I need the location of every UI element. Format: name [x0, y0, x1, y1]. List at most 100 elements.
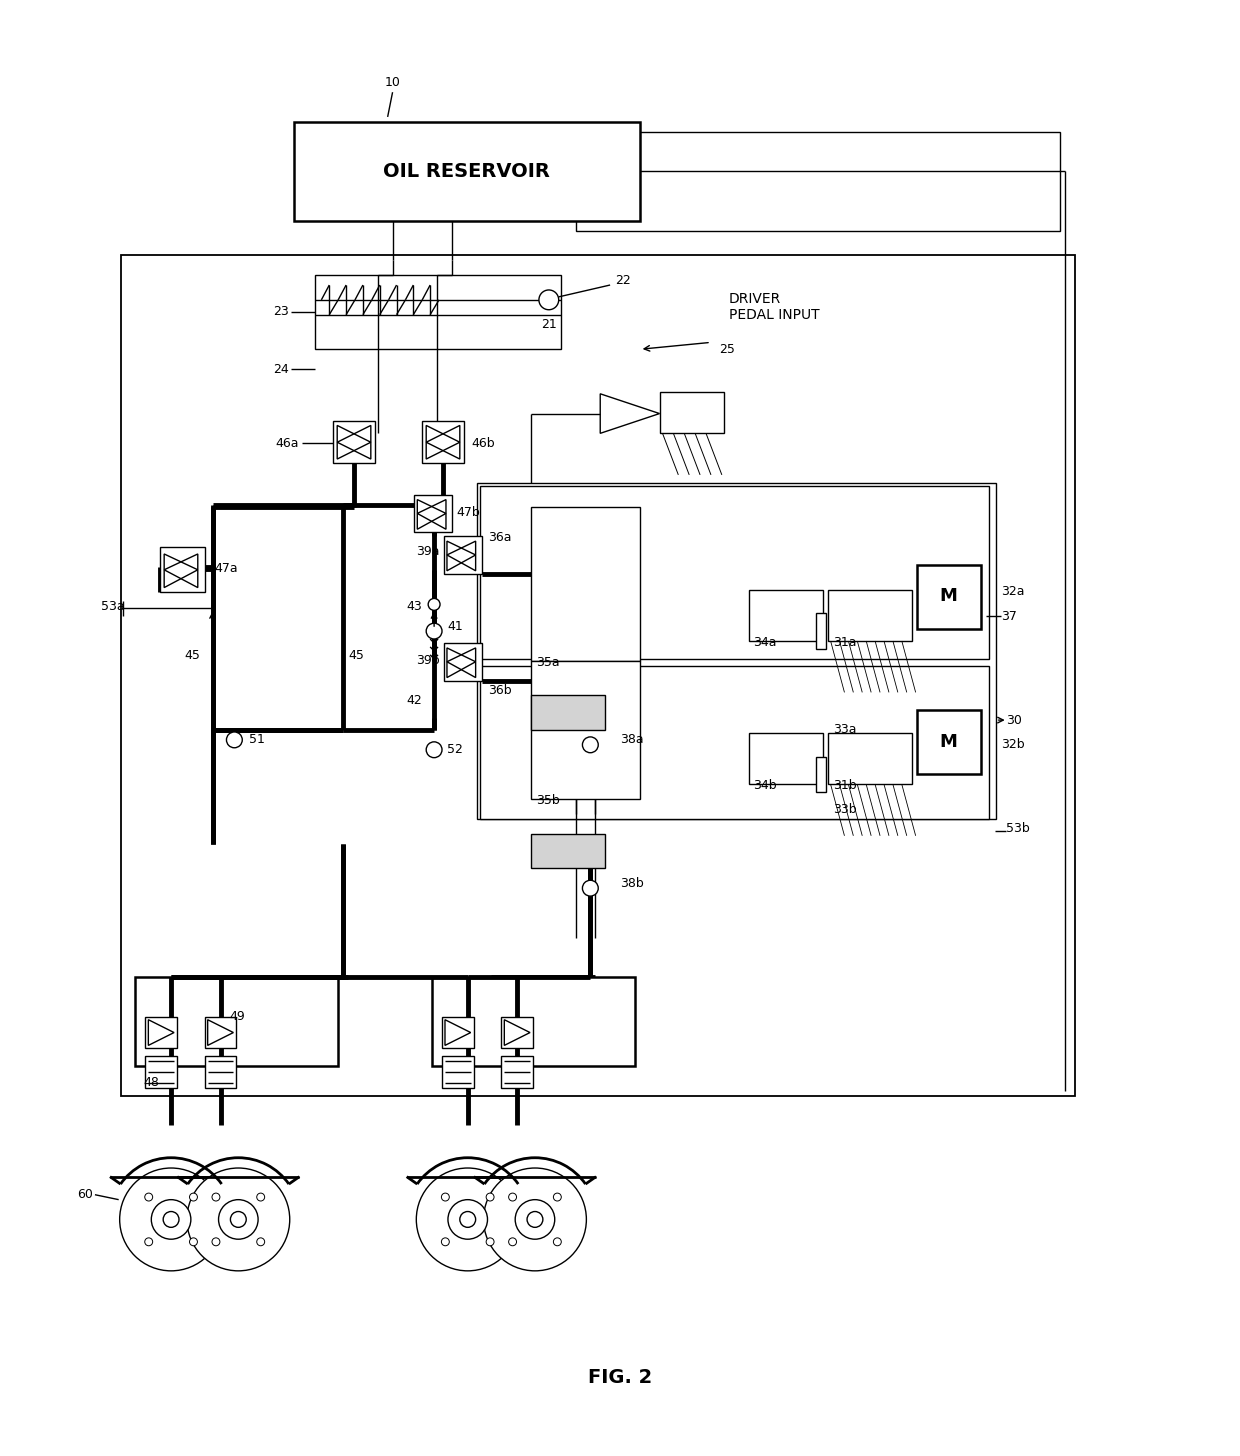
Bar: [441, 1056, 474, 1088]
Bar: [827, 732, 911, 785]
Text: 35a: 35a: [536, 655, 559, 668]
Bar: [531, 696, 605, 729]
Circle shape: [417, 1168, 520, 1271]
Circle shape: [486, 1238, 494, 1246]
Circle shape: [164, 1211, 179, 1227]
Text: 45: 45: [348, 649, 365, 662]
Text: 42: 42: [407, 695, 423, 706]
Circle shape: [257, 1192, 264, 1201]
Text: DRIVER
PEDAL INPUT: DRIVER PEDAL INPUT: [729, 291, 820, 322]
Text: FIG. 2: FIG. 2: [588, 1369, 652, 1388]
Bar: [575, 131, 1060, 230]
Bar: [444, 536, 481, 574]
Text: 32a: 32a: [1001, 585, 1024, 598]
Bar: [916, 711, 981, 775]
Text: 31b: 31b: [832, 779, 856, 792]
Circle shape: [187, 1168, 290, 1271]
Text: 49: 49: [229, 1010, 246, 1024]
Bar: [501, 1016, 533, 1048]
Text: 41: 41: [446, 620, 463, 633]
Circle shape: [486, 1192, 494, 1201]
Circle shape: [218, 1200, 258, 1239]
Circle shape: [553, 1238, 562, 1246]
Text: 39a: 39a: [417, 546, 440, 559]
Text: 46a: 46a: [275, 437, 299, 450]
Text: M: M: [940, 587, 957, 606]
Bar: [205, 1056, 237, 1088]
Bar: [145, 1016, 177, 1048]
Text: 38b: 38b: [620, 877, 644, 890]
Circle shape: [151, 1200, 191, 1239]
Bar: [145, 1056, 177, 1088]
Bar: [432, 977, 635, 1066]
Bar: [531, 834, 605, 868]
Bar: [160, 547, 205, 591]
Circle shape: [553, 1192, 562, 1201]
Bar: [120, 255, 1075, 1096]
Text: 37: 37: [1001, 610, 1017, 623]
Bar: [916, 565, 981, 629]
Text: 38a: 38a: [620, 734, 644, 747]
Text: 22: 22: [615, 274, 631, 287]
Text: 10: 10: [384, 76, 401, 89]
Circle shape: [145, 1238, 153, 1246]
Circle shape: [231, 1211, 247, 1227]
Text: 25: 25: [719, 342, 735, 355]
Text: 23: 23: [273, 306, 289, 319]
Circle shape: [212, 1238, 219, 1246]
Circle shape: [427, 623, 441, 639]
Text: 35b: 35b: [536, 795, 559, 807]
Circle shape: [428, 598, 440, 610]
Circle shape: [583, 737, 598, 753]
Text: 48: 48: [144, 1076, 159, 1089]
Circle shape: [257, 1238, 264, 1246]
Circle shape: [508, 1192, 517, 1201]
Circle shape: [527, 1211, 543, 1227]
Text: 36a: 36a: [489, 530, 512, 543]
Bar: [749, 732, 822, 785]
Bar: [315, 275, 560, 349]
Circle shape: [508, 1238, 517, 1246]
Bar: [135, 977, 339, 1066]
Text: 51: 51: [249, 734, 265, 747]
Circle shape: [190, 1192, 197, 1201]
Circle shape: [190, 1238, 197, 1246]
Text: 43: 43: [407, 600, 423, 613]
Text: 60: 60: [77, 1188, 93, 1201]
Circle shape: [448, 1200, 487, 1239]
Bar: [480, 486, 988, 658]
Text: 31a: 31a: [832, 636, 856, 649]
Text: 34b: 34b: [754, 779, 777, 792]
Bar: [414, 495, 451, 533]
Text: 30: 30: [1006, 713, 1022, 727]
Text: OIL RESERVOIR: OIL RESERVOIR: [383, 162, 551, 181]
Bar: [444, 644, 481, 680]
Text: 33b: 33b: [832, 802, 856, 815]
Circle shape: [120, 1168, 222, 1271]
Bar: [501, 1056, 533, 1088]
Text: 46b: 46b: [471, 437, 495, 450]
Bar: [749, 590, 822, 641]
Text: 47a: 47a: [215, 562, 238, 575]
Text: 21: 21: [541, 317, 557, 331]
Bar: [423, 421, 464, 463]
Bar: [816, 613, 826, 649]
Bar: [476, 483, 996, 818]
Circle shape: [145, 1192, 153, 1201]
Circle shape: [515, 1200, 554, 1239]
Text: 45: 45: [184, 649, 200, 662]
Text: 53a: 53a: [100, 600, 124, 613]
Bar: [531, 661, 640, 799]
Text: 53b: 53b: [1006, 823, 1029, 836]
Bar: [480, 665, 988, 818]
Circle shape: [583, 881, 598, 895]
Circle shape: [227, 732, 242, 748]
Text: 36b: 36b: [489, 684, 512, 697]
Circle shape: [427, 743, 441, 757]
Text: 33a: 33a: [832, 724, 856, 737]
Bar: [334, 421, 374, 463]
Text: 32b: 32b: [1001, 738, 1024, 751]
Text: 47b: 47b: [456, 505, 481, 518]
Text: 39b: 39b: [417, 654, 440, 667]
Circle shape: [441, 1238, 449, 1246]
